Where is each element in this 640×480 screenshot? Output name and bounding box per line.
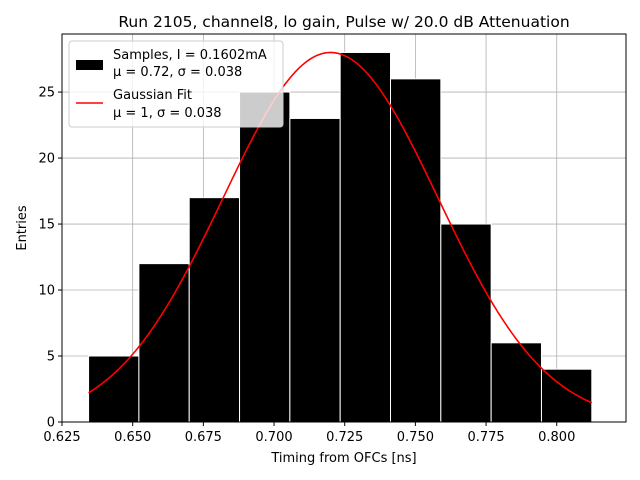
x-tick-label: 0.675 (185, 430, 222, 445)
x-tick-label: 0.725 (326, 430, 363, 445)
histogram-bar (440, 223, 492, 423)
y-tick-label: 5 (47, 350, 55, 365)
x-tick-label: 0.775 (467, 430, 504, 445)
y-tick-label: 0 (47, 416, 55, 431)
histogram-bar (289, 117, 341, 423)
x-axis-label: Timing from OFCs [ns] (270, 451, 416, 466)
histogram-bar (138, 263, 190, 423)
x-axis: 0.625 0.650 0.675 0.700 0.725 0.750 0.775 0.800 (43, 422, 575, 445)
histogram-bar (239, 91, 291, 423)
legend-fit-stats: μ = 1, σ = 0.038 (113, 106, 222, 121)
legend-samples-stats: μ = 0.72, σ = 0.038 (113, 65, 242, 80)
y-tick-label: 20 (38, 152, 55, 167)
plot-frame (61, 33, 627, 423)
histogram-bar (540, 368, 593, 423)
chart-title: Run 2105, channel8, lo gain, Pulse w/ 20… (118, 13, 569, 31)
histogram-bar (490, 342, 542, 423)
x-tick-label: 0.700 (255, 430, 292, 445)
x-tick-label: 0.650 (114, 430, 151, 445)
histogram-bar (339, 51, 392, 423)
y-tick-label: 25 (38, 86, 55, 101)
x-tick-label: 0.800 (538, 430, 575, 445)
histogram-bar (390, 78, 442, 423)
legend-samples-swatch (76, 60, 103, 70)
legend-fit-label: Gaussian Fit (113, 88, 192, 103)
histogram-bar (88, 355, 140, 423)
y-tick-label: 10 (38, 284, 55, 299)
legend-box (68, 40, 284, 128)
histogram-bar (188, 197, 241, 423)
y-axis: 0 5 10 15 20 25 (38, 86, 62, 431)
fit-curve (88, 51, 593, 404)
legend-samples-label: Samples, I = 0.1602mA (113, 48, 267, 63)
y-axis-label: Entries (15, 205, 30, 251)
legend: Samples, I = 0.1602mA μ = 0.72, σ = 0.03… (68, 40, 284, 128)
x-tick-label: 0.750 (397, 430, 434, 445)
gaussian-fit (88, 51, 593, 404)
y-tick-label: 15 (38, 218, 55, 233)
x-tick-label: 0.625 (43, 430, 80, 445)
